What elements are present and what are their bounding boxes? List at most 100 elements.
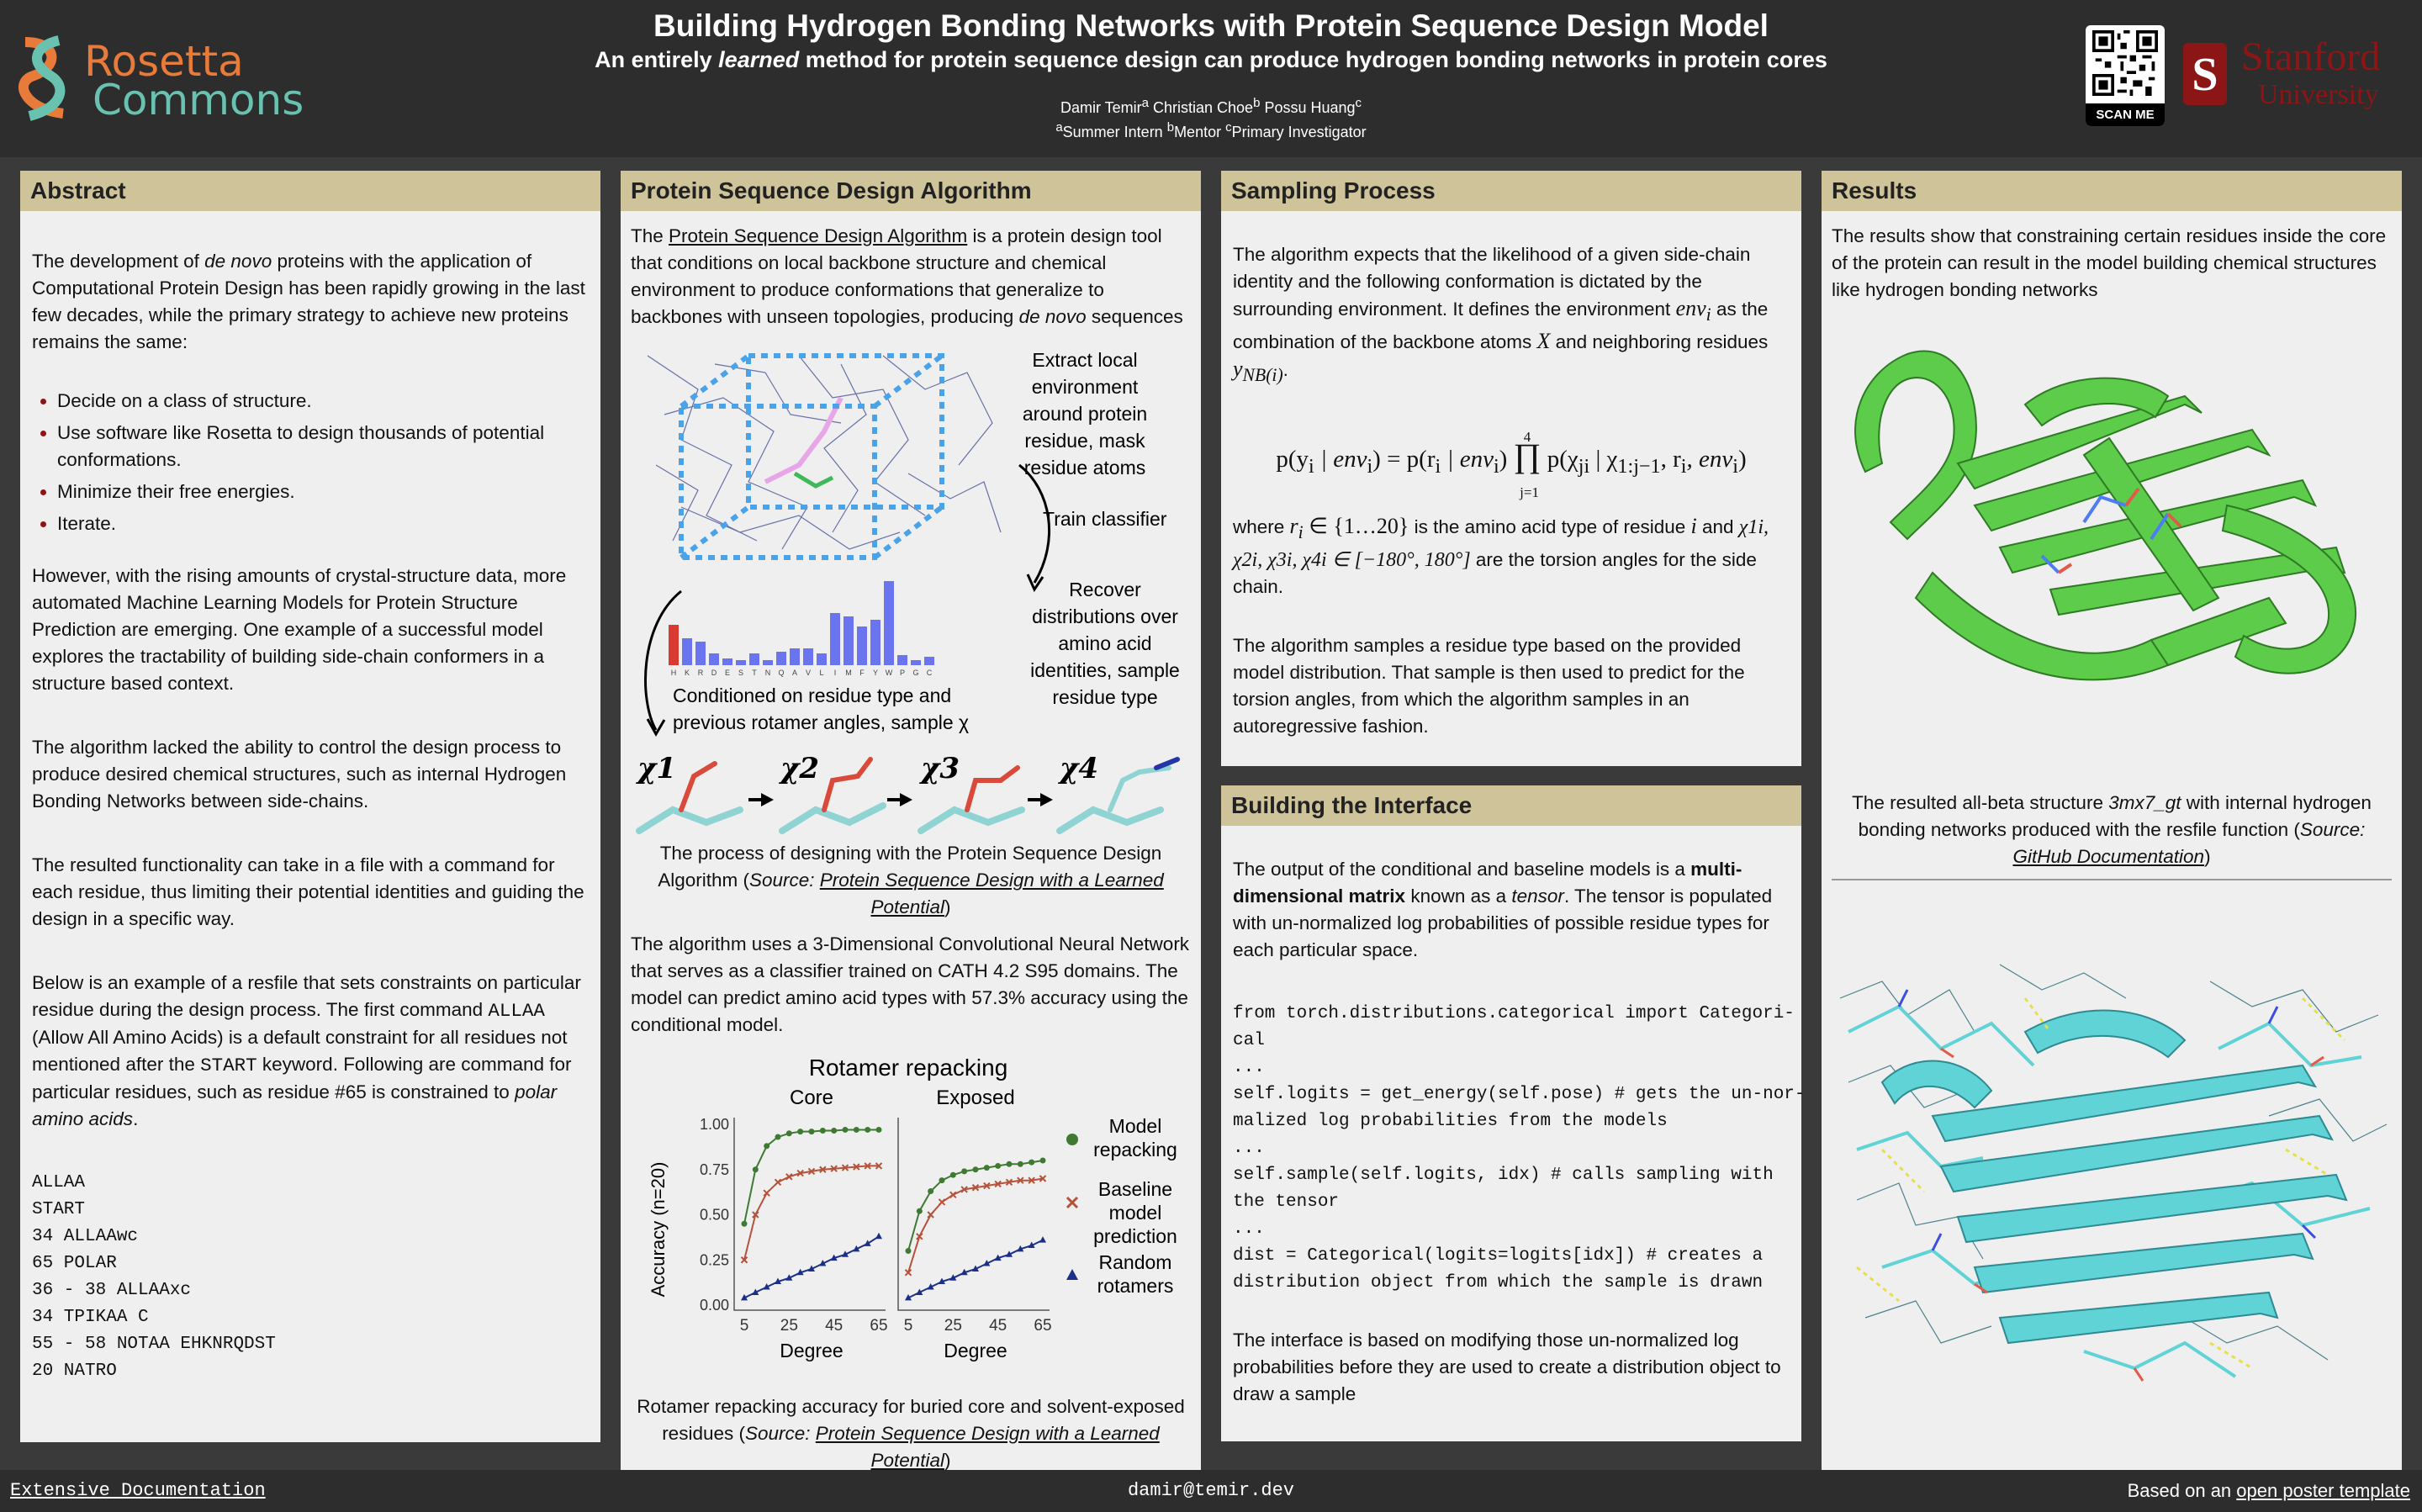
algorithm-link[interactable]: Protein Sequence Design Algorithm <box>669 225 968 246</box>
sampling-body: The algorithm expects that the likelihoo… <box>1221 241 1801 740</box>
data-point <box>1017 1160 1023 1167</box>
abstract-paragraph: The resulted functionality can take in a… <box>32 854 584 929</box>
aa-label: C <box>927 669 933 677</box>
text-run: . <box>1282 359 1288 381</box>
resfile-code-block: ALLAA START 34 ALLAAwc 65 POLAR 36 - 38 … <box>32 1173 276 1381</box>
data-point <box>875 1232 882 1240</box>
data-point <box>960 1268 968 1276</box>
affiliation-list: aSummer Intern bMentor cPrimary Investig… <box>0 120 2422 141</box>
data-point <box>1028 1176 1035 1184</box>
aa-label: W <box>886 669 893 677</box>
poster-header: Rosetta Commons Building Hydrogen Bondin… <box>0 0 2422 157</box>
eq-part: ) <box>1737 446 1747 473</box>
data-point <box>764 1143 770 1150</box>
aa-bar <box>695 642 706 665</box>
x-tick-label: 25 <box>780 1317 798 1335</box>
algorithm-section: Protein Sequence Design Algorithm The Pr… <box>621 171 1201 1471</box>
data-point <box>774 1178 782 1187</box>
aa-bar <box>749 653 759 665</box>
data-point <box>741 1293 748 1301</box>
y-tick-label: 0.50 <box>700 1207 729 1224</box>
math-i: i <box>1690 514 1697 539</box>
affil-sup: a <box>1055 120 1063 135</box>
figure-caption: The process of designing with the Protei… <box>631 840 1191 921</box>
source-link[interactable]: Protein Sequence Design with a Learned P… <box>815 1423 1160 1471</box>
aa-label: M <box>845 669 852 677</box>
aa-label: G <box>912 669 918 677</box>
template-link[interactable]: open poster template <box>2236 1480 2410 1501</box>
affiliation: Primary Investigator <box>1231 124 1367 140</box>
inline-code: START <box>200 1055 257 1076</box>
subtitle-part: method for protein sequence design can p… <box>799 47 1827 72</box>
data-point <box>841 1164 849 1171</box>
text-run: (Allow All Amino Acids) is a default con… <box>32 1027 568 1075</box>
math-env: envi <box>1676 296 1711 325</box>
results-paragraph: The results show that constraining certa… <box>1832 225 2387 300</box>
data-point <box>949 1171 956 1178</box>
x-tick-label: 5 <box>904 1317 913 1335</box>
eq-part: p(y <box>1276 446 1309 473</box>
aa-bar <box>884 581 894 665</box>
aa-label: P <box>900 669 905 677</box>
source-link[interactable]: Protein Sequence Design with a Learned P… <box>819 870 1164 917</box>
math-X: X <box>1536 329 1551 354</box>
contact-email[interactable]: damir@temir.dev <box>1127 1480 1295 1501</box>
interface-paragraph: The interface is based on modifying thos… <box>1233 1330 1781 1404</box>
text-run: and <box>1696 516 1739 538</box>
text-run: The development of <box>32 251 205 272</box>
legend-label: Baseline model prediction <box>1093 1178 1177 1247</box>
data-point <box>797 1129 804 1135</box>
affil-sup: b <box>1166 120 1175 135</box>
aa-label: L <box>819 669 823 677</box>
aa-label: Q <box>778 669 784 677</box>
documentation-link[interactable]: Extensive Documentation <box>10 1480 266 1501</box>
svg-text:S: S <box>2192 49 2218 101</box>
data-point <box>830 1165 838 1172</box>
rosetta-commons-logo: Rosetta Commons <box>17 34 304 124</box>
text-run: ) <box>2204 846 2211 867</box>
qr-code[interactable]: SCAN ME <box>2086 25 2165 126</box>
aa-label: H <box>671 669 677 677</box>
data-point <box>1039 1175 1047 1182</box>
text-run: The algorithm expects that the likelihoo… <box>1233 244 1751 320</box>
stanford-logo: S Stanford University <box>2178 34 2422 118</box>
fig-extract-text: Extract local environment around protein re… <box>1023 349 1147 478</box>
text-run: with internal hydrogen bonding networks … <box>1858 792 2372 840</box>
aa-bar <box>817 653 827 665</box>
aa-bar <box>830 613 840 665</box>
data-point <box>1039 1236 1046 1243</box>
aa-bar <box>857 626 867 665</box>
chi-label: χ4 <box>1058 752 1098 785</box>
math-sub: NB(i) <box>1242 365 1283 386</box>
eq-prod-symbol: ∏ <box>1513 436 1542 475</box>
affiliation: Summer Intern <box>1062 124 1163 140</box>
text-run: keyword. Following are command for parti… <box>32 1054 572 1102</box>
data-point <box>865 1126 871 1133</box>
sampling-section: Sampling Process The algorithm expects t… <box>1221 171 1801 766</box>
source-link[interactable]: GitHub Documentation <box>2012 846 2205 867</box>
subtitle-emphasis: learned <box>718 47 800 72</box>
panel-title: Exposed <box>936 1086 1014 1109</box>
aa-label: D <box>711 669 717 677</box>
data-point <box>916 1208 923 1214</box>
results-section: Results The results show that constraini… <box>1822 171 2402 1470</box>
data-point <box>904 1269 912 1277</box>
data-point <box>983 1165 990 1171</box>
text-emphasis: Source: <box>2299 819 2366 840</box>
text-run: The output of the conditional and baseli… <box>1233 859 1691 880</box>
data-point <box>971 1184 980 1192</box>
interface-section: Building the Interface The output of the… <box>1221 785 1806 1441</box>
eq-sub: i <box>1309 455 1314 478</box>
eq-sub: i <box>1680 455 1687 478</box>
data-point <box>853 1163 860 1171</box>
series-line <box>907 1160 1044 1251</box>
algorithm-paragraph: The algorithm uses a 3-Dimensional Convo… <box>631 933 1190 1035</box>
interface-body: The output of the conditional and baseli… <box>1221 856 1806 1408</box>
data-point <box>961 1168 968 1175</box>
data-point <box>949 1274 957 1281</box>
math-text: ∈ {1…20} <box>1303 514 1409 539</box>
data-point <box>785 1274 793 1281</box>
process-diagram: Extract local environment around protein re… <box>636 349 1180 834</box>
aa-bar <box>709 653 719 665</box>
text-run: The <box>631 225 669 246</box>
